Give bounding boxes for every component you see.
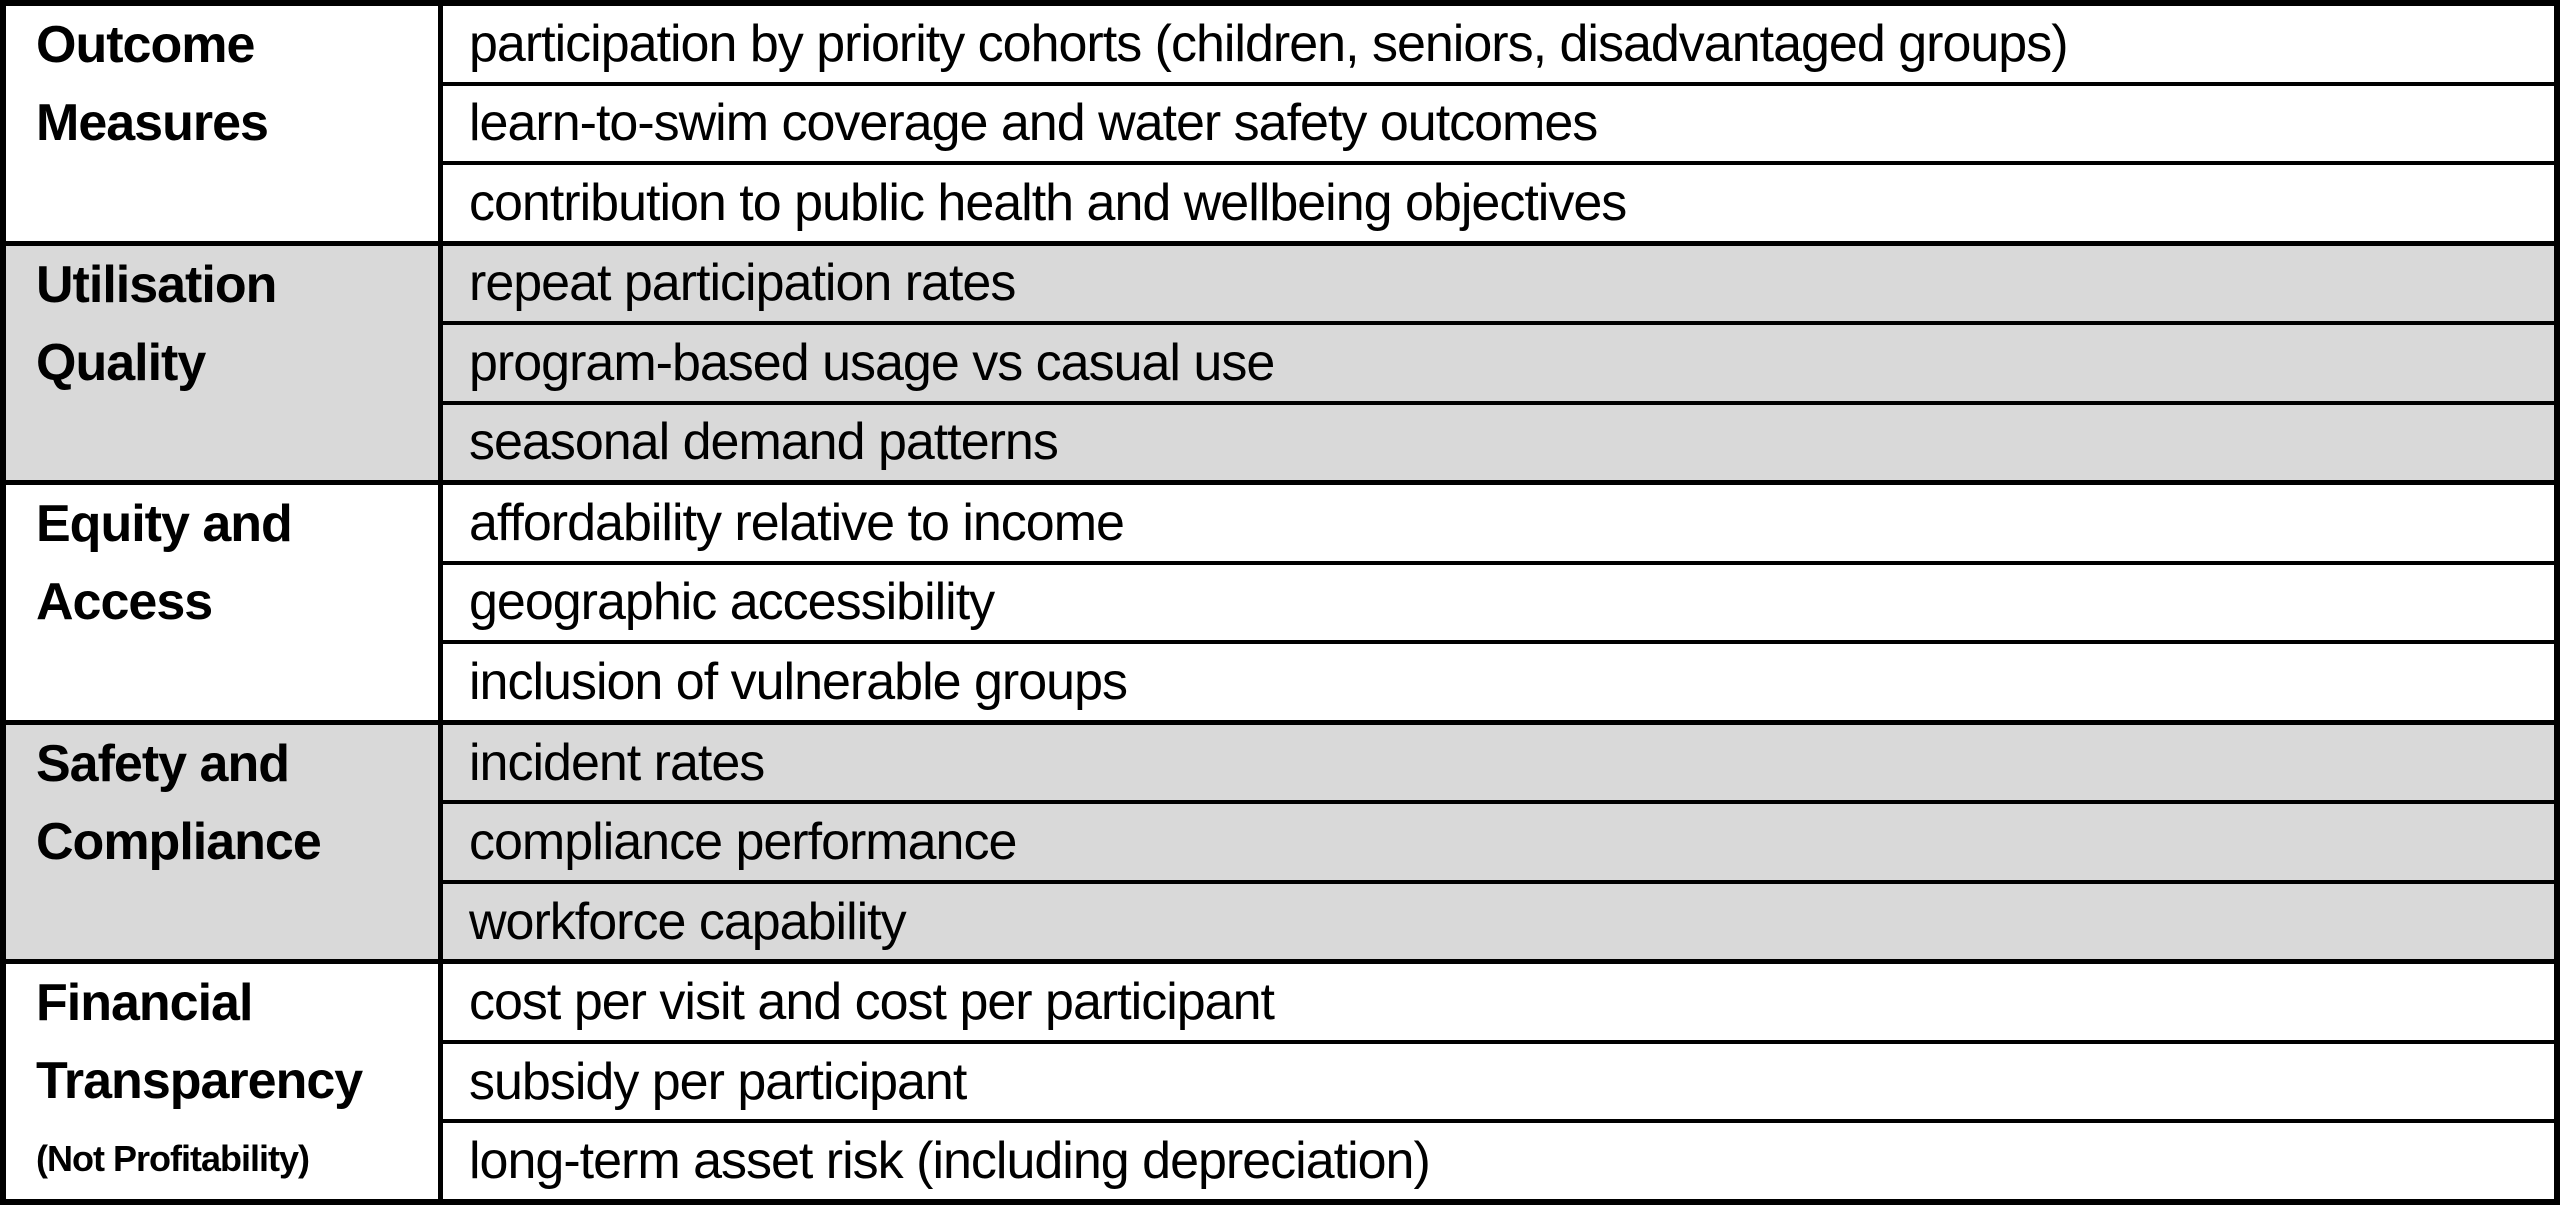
row-text: participation by priority cohorts (child… <box>469 14 2069 73</box>
category-label: Financial Transparency <box>36 974 363 1111</box>
category-cell: Outcome Measures <box>6 6 443 241</box>
section-rows: repeat participation rates program-based… <box>443 246 2554 481</box>
category-label: Utilisation Quality <box>36 255 277 392</box>
section-financial-transparency: Financial Transparency (Not Profitabilit… <box>6 964 2554 1199</box>
row-text: learn-to-swim coverage and water safety … <box>469 94 1598 153</box>
row-text: seasonal demand patterns <box>469 413 1059 472</box>
table-row: compliance performance <box>443 804 2554 884</box>
section-rows: affordability relative to income geograp… <box>443 485 2554 720</box>
table-row: workforce capability <box>443 884 2554 960</box>
row-text: geographic accessibility <box>469 573 995 632</box>
category-label: Safety and Compliance <box>36 734 322 871</box>
section-outcome-measures: Outcome Measures participation by priori… <box>6 6 2554 246</box>
section-rows: cost per visit and cost per participant … <box>443 964 2554 1199</box>
table-row: contribution to public health and wellbe… <box>443 165 2554 241</box>
section-rows: participation by priority cohorts (child… <box>443 6 2554 241</box>
table-row: repeat participation rates <box>443 246 2554 326</box>
row-text: contribution to public health and wellbe… <box>469 173 1627 232</box>
category-cell: Equity and Access <box>6 485 443 720</box>
category-label: Outcome Measures <box>36 16 269 152</box>
row-text: cost per visit and cost per participant <box>469 973 1275 1032</box>
table-row: inclusion of vulnerable groups <box>443 644 2554 720</box>
row-text: program-based usage vs casual use <box>469 333 1275 392</box>
row-text: incident rates <box>469 733 765 792</box>
table-row: program-based usage vs casual use <box>443 325 2554 405</box>
row-text: repeat participation rates <box>469 254 1016 313</box>
table-row: geographic accessibility <box>443 565 2554 645</box>
row-text: long-term asset risk (including deprecia… <box>469 1132 1431 1191</box>
table-row: affordability relative to income <box>443 485 2554 565</box>
row-text: workforce capability <box>469 892 907 951</box>
row-text: affordability relative to income <box>469 493 1125 552</box>
table-row: seasonal demand patterns <box>443 405 2554 481</box>
category-cell: Financial Transparency (Not Profitabilit… <box>6 964 443 1199</box>
table-row: long-term asset risk (including deprecia… <box>443 1123 2554 1199</box>
row-text: inclusion of vulnerable groups <box>469 653 1128 712</box>
table-row: subsidy per participant <box>443 1044 2554 1124</box>
row-text: subsidy per participant <box>469 1052 967 1111</box>
table-row: learn-to-swim coverage and water safety … <box>443 86 2554 166</box>
category-cell: Safety and Compliance <box>6 724 443 960</box>
table-row: cost per visit and cost per participant <box>443 964 2554 1044</box>
table-row: participation by priority cohorts (child… <box>443 6 2554 86</box>
section-rows: incident rates compliance performance wo… <box>443 725 2554 960</box>
section-equity-and-access: Equity and Access affordability relative… <box>6 485 2554 725</box>
section-safety-and-compliance: Safety and Compliance incident rates com… <box>6 724 2554 965</box>
section-utilisation-quality: Utilisation Quality repeat participation… <box>6 245 2554 486</box>
category-note: (Not Profitability) <box>36 1138 310 1180</box>
category-label: Equity and Access <box>36 495 293 632</box>
category-cell: Utilisation Quality <box>6 245 443 481</box>
row-text: compliance performance <box>469 813 1017 872</box>
table-row: incident rates <box>443 725 2554 805</box>
